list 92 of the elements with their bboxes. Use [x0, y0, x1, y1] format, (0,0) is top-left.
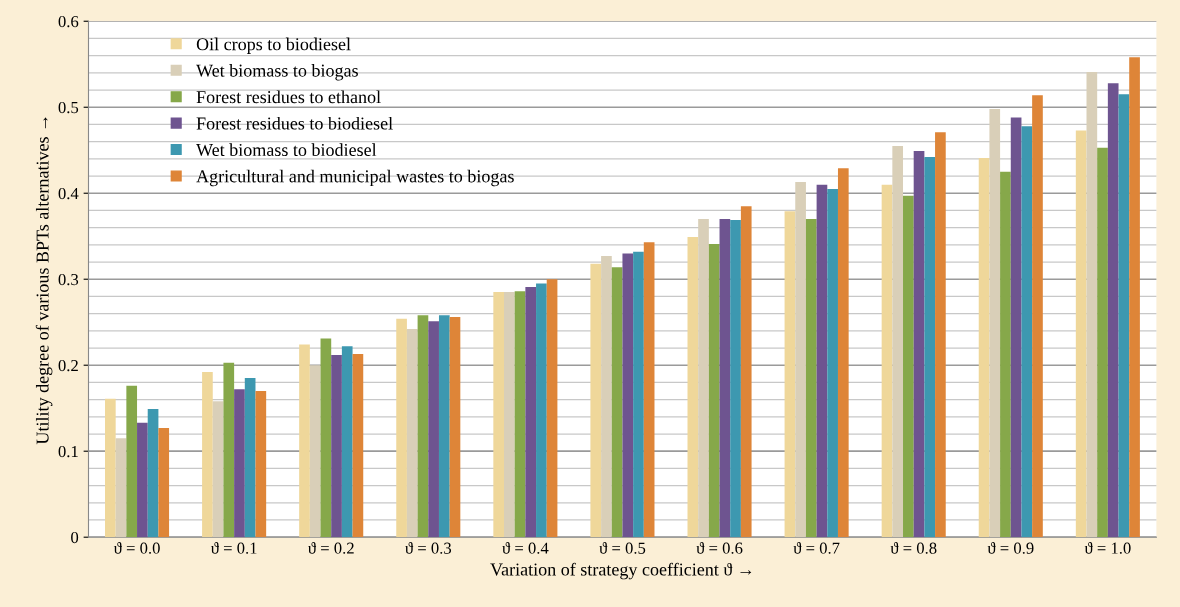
- bar: [1107, 83, 1119, 538]
- bar: [396, 318, 407, 538]
- bar: [1118, 94, 1130, 538]
- x-tick-label: ϑ = 0.9: [987, 542, 1034, 554]
- bar: [546, 279, 558, 538]
- bar: [147, 409, 159, 538]
- x-tick-label: ϑ = 0.1: [210, 542, 257, 554]
- bar: [1032, 95, 1043, 538]
- bar: [1075, 130, 1087, 538]
- bar: [643, 242, 655, 538]
- bar: [428, 321, 439, 538]
- bar: [837, 168, 849, 538]
- bar: [590, 263, 602, 538]
- bar: [223, 362, 235, 538]
- bar: [331, 354, 342, 538]
- bar: [978, 157, 990, 538]
- bar: [903, 195, 914, 538]
- bar: [504, 292, 515, 538]
- bar: [320, 338, 332, 538]
- bar: [1097, 147, 1108, 538]
- bar: [525, 286, 537, 538]
- bar: [417, 315, 429, 538]
- bar: [105, 398, 116, 538]
- legend-label: Forest residues to biodiesel: [196, 116, 393, 130]
- x-tick-label: ϑ = 0.5: [599, 542, 646, 554]
- bar: [352, 354, 364, 538]
- bar: [601, 256, 612, 538]
- y-axis-title: Utility degree of various BPTs alternatives →: [35, 117, 53, 445]
- bar: [1010, 117, 1022, 538]
- y-tick-label: 0.4: [58, 187, 79, 200]
- bar: [892, 145, 904, 538]
- bar: [913, 151, 925, 538]
- bar: [935, 132, 946, 538]
- y-tick-label: 0.2: [58, 359, 78, 372]
- x-tick-label: ϑ = 1.0: [1084, 542, 1131, 554]
- bar: [341, 346, 353, 538]
- bar: [255, 391, 267, 538]
- bar: [719, 219, 731, 538]
- legend-label: Oil crops to biodiesel: [196, 37, 351, 54]
- bar: [202, 372, 213, 538]
- bar: [1129, 57, 1140, 538]
- bar: [406, 329, 418, 538]
- bar: [212, 401, 224, 538]
- bar: [438, 315, 450, 538]
- bar: [493, 292, 505, 538]
- bar: [158, 427, 170, 538]
- bar: [698, 219, 709, 538]
- bar: [299, 344, 310, 538]
- bar: [234, 389, 245, 538]
- bar: [989, 108, 1001, 538]
- bar: [740, 206, 752, 538]
- bar: [708, 243, 720, 538]
- legend-label: Forest residues to ethanol: [196, 90, 381, 104]
- bar: [126, 385, 138, 538]
- bar: [115, 438, 127, 538]
- x-tick-label: ϑ = 0.2: [308, 542, 354, 554]
- y-tick-label: 0.3: [58, 273, 79, 286]
- bar: [795, 182, 806, 538]
- bar: [687, 237, 699, 538]
- x-tick-label: ϑ = 0.0: [113, 542, 160, 554]
- x-tick-label: ϑ = 0.6: [696, 542, 743, 554]
- bar: [449, 317, 461, 538]
- y-tick-label: 0: [71, 531, 79, 544]
- bar: [611, 267, 623, 538]
- x-axis-title: Variation of strategy coefficient ϑ →: [490, 562, 752, 580]
- x-tick-label: ϑ = 0.4: [502, 542, 549, 554]
- x-tick-label: ϑ = 0.7: [793, 542, 840, 554]
- y-tick-label: 0.1: [58, 445, 78, 458]
- bar: [633, 251, 644, 538]
- bar: [827, 188, 838, 538]
- bar: [1021, 126, 1033, 538]
- bar: [1000, 171, 1011, 538]
- bar: [536, 283, 547, 538]
- bar: [309, 365, 321, 538]
- bar: [137, 422, 148, 538]
- bar: [881, 184, 893, 538]
- legend-label: Agricultural and municipal wastes to biogas: [196, 169, 514, 187]
- bar: [730, 219, 741, 538]
- bar: [1086, 71, 1098, 538]
- legend-label: Wet biomass to biodiesel: [196, 143, 377, 157]
- bar: [514, 291, 526, 538]
- bar: [816, 184, 828, 538]
- x-tick-label: ϑ = 0.3: [405, 542, 452, 554]
- y-tick-label: 0.5: [58, 101, 79, 114]
- bar: [924, 157, 936, 538]
- legend-label: Wet biomass to biogas: [196, 64, 358, 81]
- y-tick-label: 0.6: [58, 15, 79, 28]
- bar: [244, 378, 256, 538]
- bar: [784, 211, 796, 538]
- bar: [622, 253, 634, 538]
- x-tick-label: ϑ = 0.8: [890, 542, 937, 554]
- bar: [805, 219, 817, 538]
